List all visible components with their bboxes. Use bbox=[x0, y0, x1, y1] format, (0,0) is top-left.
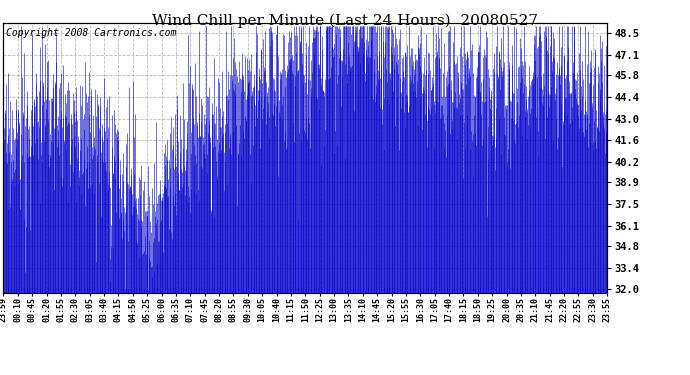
Text: Copyright 2008 Cartronics.com: Copyright 2008 Cartronics.com bbox=[6, 28, 177, 38]
Text: Wind Chill per Minute (Last 24 Hours)  20080527: Wind Chill per Minute (Last 24 Hours) 20… bbox=[152, 13, 538, 27]
